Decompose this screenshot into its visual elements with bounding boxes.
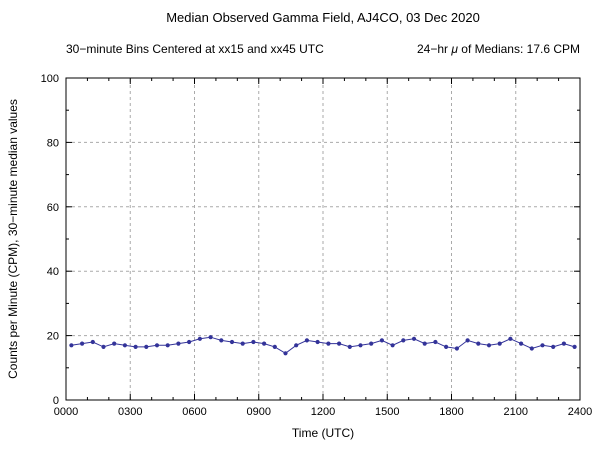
data-point [187,339,192,345]
x-tick-label: 0000 [54,406,78,418]
data-point [433,339,438,345]
chart-title: Median Observed Gamma Field, AJ4CO, 03 D… [166,10,480,25]
data-point [454,346,459,351]
data-point [337,341,342,346]
data-point [476,341,481,346]
x-tick-label: 1500 [375,406,399,418]
data-point [176,341,181,346]
data-point [551,344,556,349]
y-tick-label: 40 [47,266,59,278]
data-point [444,344,449,349]
data-point [69,343,74,348]
x-tick-label: 1800 [439,406,463,418]
chart-subtitle-right: 24−hr μ of Medians: 17.6 CPM [417,42,580,56]
data-point [529,346,534,351]
data-point [219,338,224,343]
x-tick-label: 0900 [247,406,271,418]
data-point [465,338,470,343]
chart-subtitle-left: 30−minute Bins Centered at xx15 and xx45… [66,42,324,56]
subtitle-right-pre: 24−hr [417,42,451,56]
data-point [326,341,331,346]
data-point [379,338,384,343]
data-point [315,339,320,345]
data-point [508,336,513,341]
y-axis-label: Counts per Minute (CPM), 30−minute media… [6,99,20,379]
data-point [208,335,213,340]
data-point [165,343,170,348]
data-point [90,339,95,345]
y-tick-label: 20 [47,331,59,343]
data-point [133,344,138,349]
data-point [80,341,85,346]
data-point [390,343,395,348]
data-point [401,338,406,343]
data-point [101,344,106,349]
data-point [540,343,545,348]
data-point [240,341,245,346]
x-tick-label: 1200 [311,406,335,418]
mu-symbol: μ [450,42,458,56]
data-point [519,341,524,346]
data-point [347,344,352,349]
data-point [262,341,267,346]
data-point [197,336,202,341]
data-point [572,344,577,349]
subtitle-right-post: of Medians: 17.6 CPM [458,42,580,56]
data-point [358,343,363,348]
x-tick-label: 0600 [182,406,206,418]
data-point [486,343,492,348]
data-point [154,343,160,348]
data-point [283,351,288,356]
data-point [272,344,277,349]
data-point [112,341,117,346]
data-point [122,343,127,348]
y-tick-label: 60 [47,202,59,214]
data-point [411,336,417,341]
x-tick-label: 0300 [118,406,142,418]
y-tick-label: 0 [53,395,59,407]
data-point [422,341,427,346]
data-point [229,339,235,345]
x-tick-label: 2100 [504,406,528,418]
data-point [251,339,256,345]
data-point [294,343,299,348]
y-tick-label: 100 [41,73,59,85]
plot-area: 0000 0300 0600 0900 1200 1500 1800 2100 2400 0 20 4… [41,73,593,418]
data-point [369,341,374,346]
data-point [304,338,309,343]
x-axis-label: Time (UTC) [292,426,354,440]
x-tick-label: 2400 [568,406,592,418]
data-point [144,344,149,349]
data-point [497,341,502,346]
y-tick-label: 80 [47,137,59,149]
data-point [561,341,567,346]
